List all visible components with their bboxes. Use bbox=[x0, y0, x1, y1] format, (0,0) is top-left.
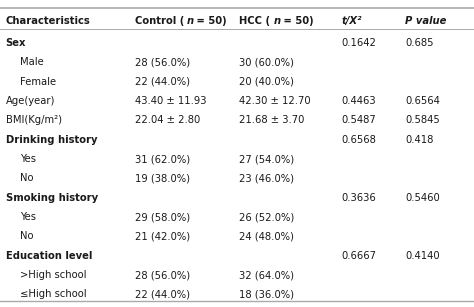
Text: = 50): = 50) bbox=[193, 17, 227, 26]
Text: 0.5460: 0.5460 bbox=[405, 193, 440, 203]
Text: Sex: Sex bbox=[6, 38, 26, 48]
Text: 19 (38.0%): 19 (38.0%) bbox=[135, 173, 190, 183]
Text: 22 (44.0%): 22 (44.0%) bbox=[135, 77, 190, 87]
Text: 0.5845: 0.5845 bbox=[405, 115, 440, 125]
Text: Education level: Education level bbox=[6, 251, 92, 261]
Text: Characteristics: Characteristics bbox=[6, 17, 91, 26]
Text: 22 (44.0%): 22 (44.0%) bbox=[135, 290, 190, 299]
Text: 28 (56.0%): 28 (56.0%) bbox=[135, 57, 190, 67]
Text: 0.4140: 0.4140 bbox=[405, 251, 440, 261]
Text: 20 (40.0%): 20 (40.0%) bbox=[239, 77, 294, 87]
Text: 18 (36.0%): 18 (36.0%) bbox=[239, 290, 294, 299]
Text: Yes: Yes bbox=[20, 212, 36, 222]
Text: Drinking history: Drinking history bbox=[6, 135, 97, 145]
Text: ≤High school: ≤High school bbox=[20, 290, 87, 299]
Text: 42.30 ± 12.70: 42.30 ± 12.70 bbox=[239, 96, 311, 106]
Text: 43.40 ± 11.93: 43.40 ± 11.93 bbox=[135, 96, 207, 106]
Text: 27 (54.0%): 27 (54.0%) bbox=[239, 154, 294, 164]
Text: 21.68 ± 3.70: 21.68 ± 3.70 bbox=[239, 115, 305, 125]
Text: >High school: >High school bbox=[20, 270, 86, 280]
Text: 0.6667: 0.6667 bbox=[341, 251, 376, 261]
Text: n: n bbox=[273, 17, 281, 26]
Text: No: No bbox=[20, 173, 33, 183]
Text: Yes: Yes bbox=[20, 154, 36, 164]
Text: No: No bbox=[20, 231, 33, 241]
Text: P value: P value bbox=[405, 17, 447, 26]
Text: 0.5487: 0.5487 bbox=[341, 115, 376, 125]
Text: BMI(Kg/m²): BMI(Kg/m²) bbox=[6, 115, 62, 125]
Text: 30 (60.0%): 30 (60.0%) bbox=[239, 57, 294, 67]
Text: Female: Female bbox=[20, 77, 56, 87]
Text: 21 (42.0%): 21 (42.0%) bbox=[135, 231, 190, 241]
Text: 0.1642: 0.1642 bbox=[341, 38, 376, 48]
Text: 0.6564: 0.6564 bbox=[405, 96, 440, 106]
Text: 26 (52.0%): 26 (52.0%) bbox=[239, 212, 295, 222]
Text: HCC (: HCC ( bbox=[239, 17, 270, 26]
Text: 0.685: 0.685 bbox=[405, 38, 434, 48]
Text: Smoking history: Smoking history bbox=[6, 193, 98, 203]
Text: 0.6568: 0.6568 bbox=[341, 135, 376, 145]
Text: 29 (58.0%): 29 (58.0%) bbox=[135, 212, 190, 222]
Text: 32 (64.0%): 32 (64.0%) bbox=[239, 270, 294, 280]
Text: Control (: Control ( bbox=[135, 17, 184, 26]
Text: = 50): = 50) bbox=[280, 17, 314, 26]
Text: Male: Male bbox=[20, 57, 44, 67]
Text: t/X²: t/X² bbox=[341, 17, 362, 26]
Text: 0.4463: 0.4463 bbox=[341, 96, 376, 106]
Text: 0.3636: 0.3636 bbox=[341, 193, 376, 203]
Text: 22.04 ± 2.80: 22.04 ± 2.80 bbox=[135, 115, 201, 125]
Text: 28 (56.0%): 28 (56.0%) bbox=[135, 270, 190, 280]
Text: 23 (46.0%): 23 (46.0%) bbox=[239, 173, 294, 183]
Text: 24 (48.0%): 24 (48.0%) bbox=[239, 231, 294, 241]
Text: Age(year): Age(year) bbox=[6, 96, 55, 106]
Text: 0.418: 0.418 bbox=[405, 135, 434, 145]
Text: 31 (62.0%): 31 (62.0%) bbox=[135, 154, 190, 164]
Text: n: n bbox=[186, 17, 193, 26]
